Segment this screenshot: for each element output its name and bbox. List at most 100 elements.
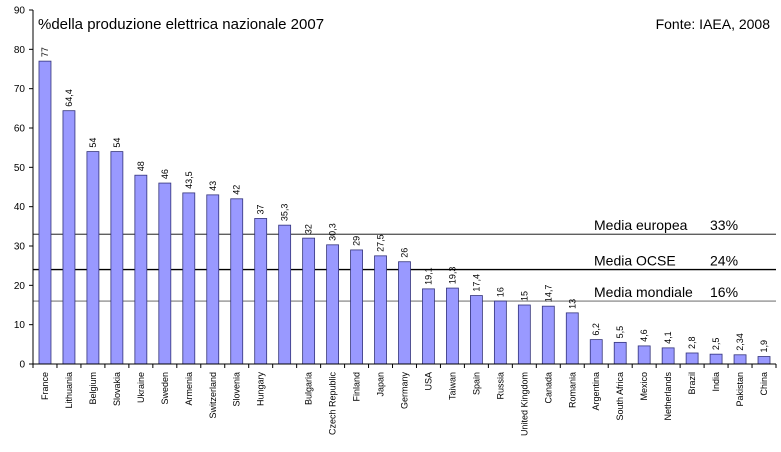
- data-label: 4,1: [663, 331, 673, 344]
- bar: [158, 182, 172, 365]
- data-label: 6,2: [591, 323, 601, 336]
- data-label: 4,6: [639, 329, 649, 342]
- axes: 0 10 20 30 40 50 60 70 80 90: [14, 6, 777, 371]
- category-label: China: [759, 372, 769, 396]
- bar: [565, 312, 579, 365]
- category-label: Netherlands: [663, 372, 673, 421]
- category-label: Lithuania: [64, 372, 74, 409]
- data-label: 42: [232, 185, 242, 195]
- bar: [709, 353, 723, 365]
- bar: [613, 341, 627, 365]
- bar: [110, 151, 124, 365]
- data-label: 35,3: [280, 204, 290, 222]
- bar: [661, 347, 675, 365]
- data-label: 14,7: [543, 285, 553, 303]
- category-label: Sweden: [160, 372, 170, 405]
- category-label: France: [40, 372, 50, 400]
- y-tick-label: 50: [14, 163, 26, 174]
- bar: [422, 288, 435, 365]
- reference-line-name: Media mondiale: [594, 284, 693, 300]
- category-label: Spain: [471, 372, 481, 395]
- data-label: 43,5: [184, 171, 194, 189]
- labels: 77 France 64,4 Lithuania 54 Belgium 54 Slovakia…: [40, 47, 769, 436]
- category-label: Russia: [495, 372, 505, 400]
- data-label: 43: [208, 181, 218, 191]
- data-label: 15: [519, 291, 529, 301]
- y-tick-label: 70: [14, 84, 26, 95]
- category-label: Romania: [567, 372, 577, 408]
- reference-line-name: Media europea: [594, 217, 688, 233]
- category-label: Brazil: [687, 372, 697, 395]
- category-label: Armenia: [184, 372, 194, 406]
- y-tick-label: 40: [14, 202, 26, 213]
- bar: [517, 304, 531, 365]
- category-label: Ukraine: [136, 372, 146, 403]
- reference-line-value: 16%: [710, 284, 738, 300]
- category-label: Mexico: [639, 372, 649, 401]
- data-label: 46: [160, 169, 170, 179]
- reference-line-name: Media OCSE: [594, 253, 676, 269]
- bar: [206, 194, 220, 365]
- data-label: 2,8: [687, 336, 697, 349]
- bar: [446, 287, 459, 365]
- chart-source: Fonte: IAEA, 2008: [656, 16, 771, 32]
- bar: [134, 174, 148, 365]
- category-label: Pakistan: [735, 372, 745, 407]
- category-label: Hungary: [256, 372, 266, 407]
- data-label: 2,34: [735, 333, 745, 351]
- data-label: 54: [112, 138, 122, 148]
- bar: [398, 261, 411, 365]
- reference-line-value: 24%: [710, 253, 738, 269]
- data-label: 2,5: [711, 338, 721, 351]
- category-label: Czech Republic: [328, 372, 338, 436]
- data-label: 19,3: [447, 267, 457, 285]
- category-label: Slovenia: [232, 372, 242, 407]
- y-tick-label: 10: [14, 320, 26, 331]
- chart-title: %della produzione elettrica nazionale 20…: [38, 16, 324, 33]
- category-label: Argentina: [591, 372, 601, 411]
- bar: [326, 244, 339, 365]
- data-label: 37: [256, 204, 266, 214]
- category-label: Canada: [543, 372, 553, 404]
- y-tick-label: 90: [14, 6, 26, 17]
- category-label: USA: [423, 372, 433, 391]
- category-label: Germany: [400, 372, 410, 410]
- y-tick-label: 60: [14, 124, 26, 135]
- category-label: United Kingdom: [519, 372, 529, 436]
- category-label: South Africa: [615, 372, 625, 421]
- category-label: Slovakia: [112, 372, 122, 406]
- data-label: 29: [352, 236, 362, 246]
- data-label: 30,3: [328, 223, 338, 241]
- bar: [86, 151, 100, 365]
- data-label: 13: [567, 299, 577, 309]
- category-label: Taiwan: [447, 372, 457, 400]
- bar: [182, 192, 196, 365]
- data-label: 5,5: [615, 326, 625, 339]
- data-label: 32: [304, 224, 314, 234]
- category-label: Switzerland: [208, 372, 218, 419]
- bar: [493, 300, 507, 365]
- bar: [302, 237, 316, 365]
- data-label: 19,1: [423, 267, 433, 285]
- data-label: 17,4: [471, 274, 481, 292]
- y-tick-label: 0: [19, 360, 25, 371]
- bar: [38, 60, 52, 365]
- bar: [350, 249, 363, 365]
- data-label: 48: [136, 161, 146, 171]
- data-label: 54: [88, 138, 98, 148]
- bar: [278, 224, 292, 365]
- data-label: 27,5: [376, 234, 386, 252]
- bar: [230, 198, 244, 365]
- bar: [637, 345, 651, 365]
- y-tick-label: 30: [14, 242, 26, 253]
- category-label: Bulgaria: [304, 372, 314, 405]
- y-tick-label: 80: [14, 45, 26, 56]
- bar: [470, 295, 483, 365]
- bar: [62, 110, 76, 365]
- y-tick-label: 20: [14, 281, 26, 292]
- data-label: 26: [400, 248, 410, 258]
- data-label: 64,4: [64, 89, 74, 107]
- bar: [757, 356, 771, 365]
